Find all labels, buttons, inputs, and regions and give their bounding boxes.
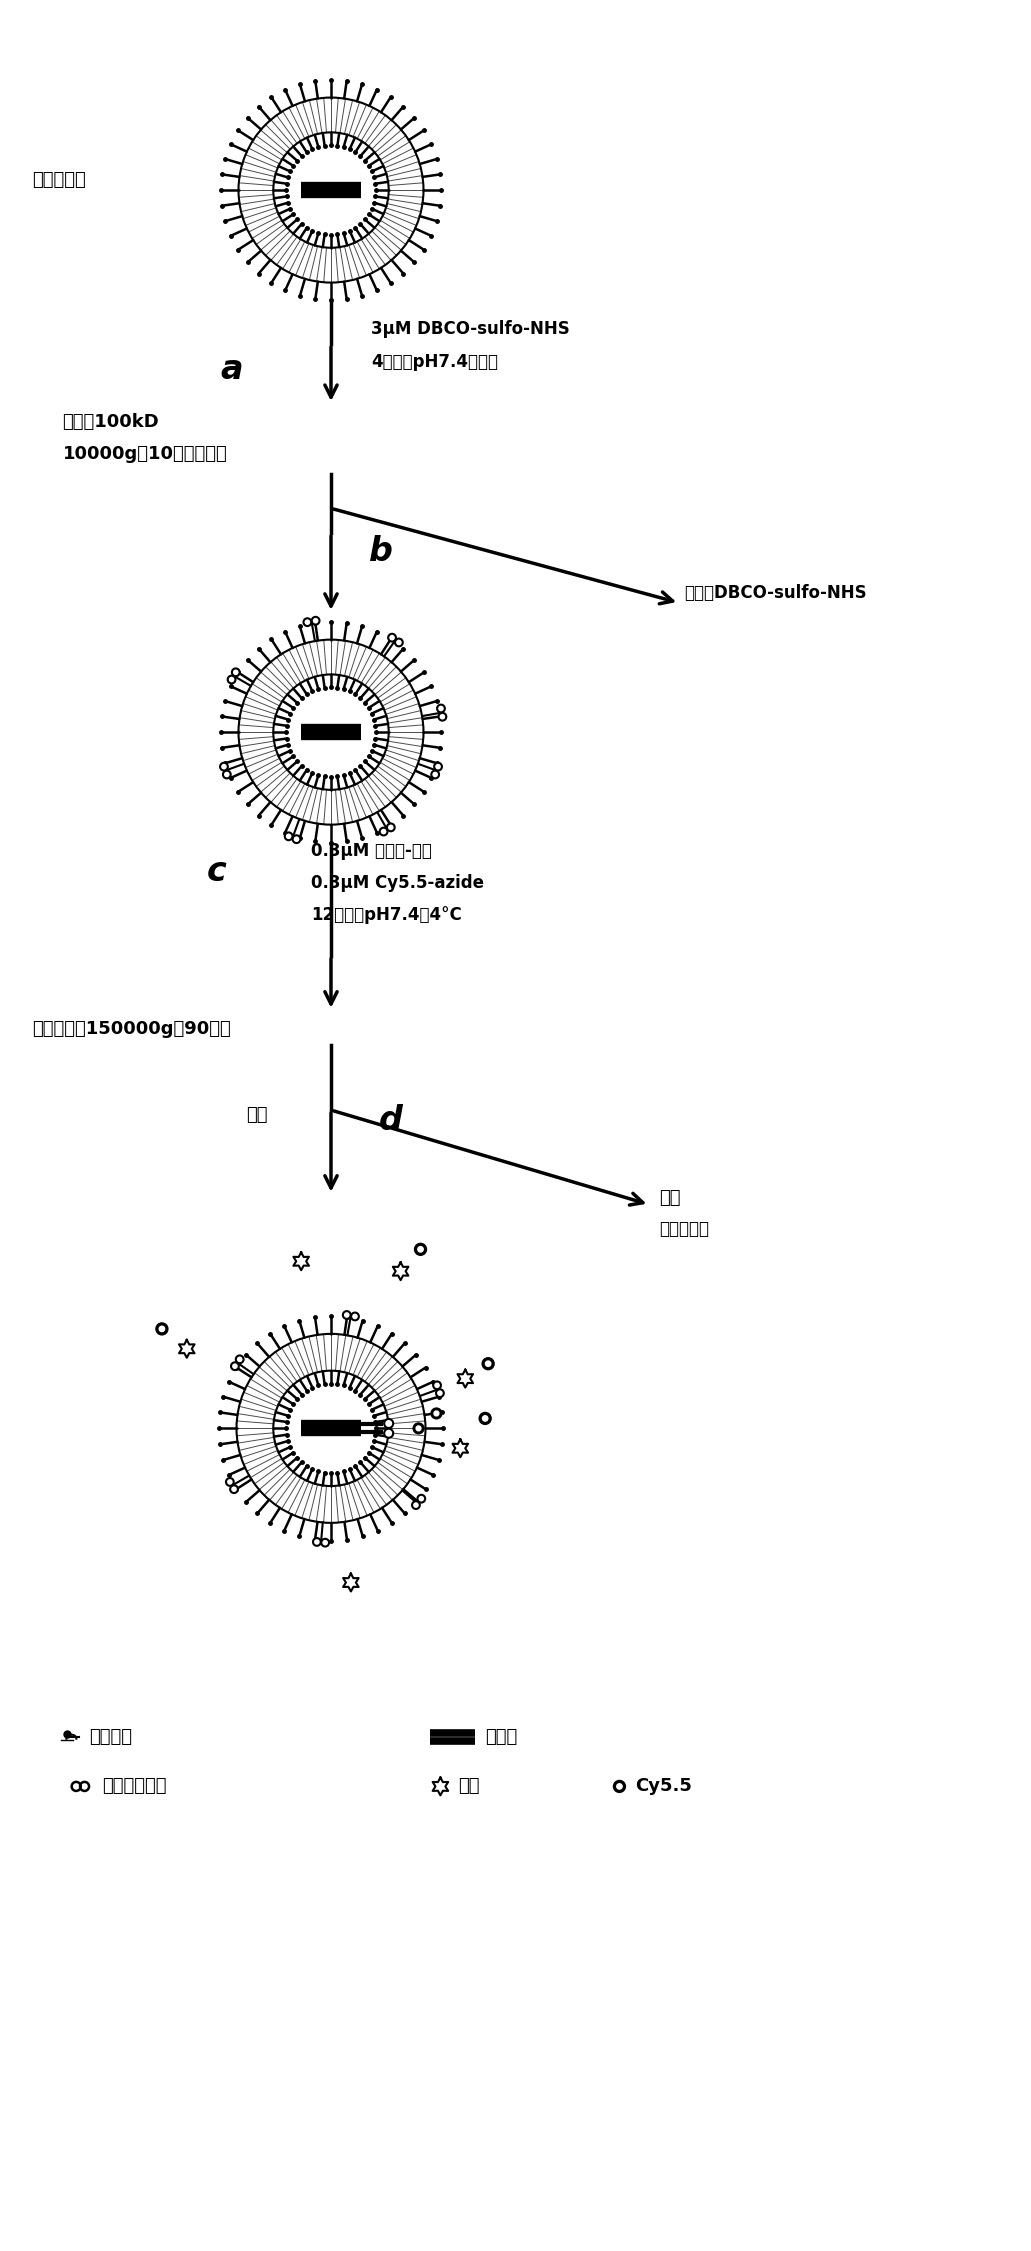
Text: 4小时，pH7.4，室温: 4小时，pH7.4，室温	[371, 353, 498, 371]
Circle shape	[226, 1479, 233, 1486]
Text: 上清: 上清	[659, 1189, 680, 1207]
Circle shape	[434, 763, 441, 770]
Circle shape	[231, 1486, 237, 1492]
Text: Cy5.5: Cy5.5	[635, 1778, 692, 1796]
Circle shape	[238, 97, 424, 284]
Text: 游离的DBCO-sulfo-NHS: 游离的DBCO-sulfo-NHS	[685, 583, 867, 601]
Text: 超滤，100kD: 超滤，100kD	[63, 412, 159, 430]
Circle shape	[221, 763, 228, 770]
Text: 0.3μM 叠氮基-多肽: 0.3μM 叠氮基-多肽	[311, 842, 432, 860]
Text: 二苯基环辛巬: 二苯基环辛巬	[102, 1778, 167, 1796]
Polygon shape	[294, 1252, 309, 1270]
Text: b: b	[369, 533, 393, 567]
Polygon shape	[433, 1778, 448, 1796]
Circle shape	[274, 133, 388, 248]
Circle shape	[617, 1783, 622, 1790]
Circle shape	[431, 1409, 442, 1418]
Circle shape	[439, 714, 446, 720]
Circle shape	[412, 1501, 420, 1508]
Circle shape	[417, 1425, 421, 1432]
Circle shape	[380, 828, 388, 835]
Polygon shape	[343, 1573, 359, 1591]
Circle shape	[231, 1362, 238, 1371]
Text: 游离的配体: 游离的配体	[659, 1220, 709, 1238]
Text: 10000g，10分钟，三次: 10000g，10分钟，三次	[63, 446, 227, 464]
Circle shape	[432, 770, 439, 779]
Circle shape	[436, 1389, 443, 1396]
Text: 细胞微囊泡: 细胞微囊泡	[33, 171, 87, 189]
Polygon shape	[458, 1369, 473, 1387]
Circle shape	[613, 1781, 626, 1792]
Text: c: c	[207, 855, 227, 887]
Text: d: d	[378, 1103, 403, 1137]
Circle shape	[236, 1335, 426, 1524]
Text: 3μM DBCO-sulfo-NHS: 3μM DBCO-sulfo-NHS	[371, 320, 569, 338]
Text: 0.3μM Cy5.5-azide: 0.3μM Cy5.5-azide	[311, 873, 485, 891]
Circle shape	[159, 1326, 165, 1333]
Circle shape	[434, 1411, 439, 1416]
Circle shape	[312, 617, 320, 624]
Circle shape	[414, 1243, 427, 1256]
Circle shape	[389, 635, 396, 642]
Text: 沉淠: 沉淠	[245, 1105, 267, 1123]
Text: 多肽: 多肽	[459, 1778, 479, 1796]
Circle shape	[274, 675, 388, 788]
Circle shape	[413, 1423, 424, 1434]
Circle shape	[293, 835, 300, 842]
Circle shape	[313, 1537, 321, 1546]
Circle shape	[156, 1324, 168, 1335]
Polygon shape	[179, 1339, 195, 1357]
Circle shape	[224, 770, 230, 779]
Circle shape	[479, 1411, 491, 1425]
Circle shape	[352, 1312, 359, 1319]
Text: 12小时，pH7.4，4°C: 12小时，pH7.4，4°C	[311, 907, 462, 925]
Text: 超速离心，150000g，90分钟: 超速离心，150000g，90分钟	[33, 1020, 231, 1038]
Circle shape	[418, 1495, 425, 1501]
Circle shape	[395, 639, 402, 646]
Text: a: a	[221, 353, 242, 385]
Circle shape	[483, 1357, 494, 1369]
Circle shape	[285, 833, 292, 840]
Circle shape	[418, 1247, 423, 1252]
Polygon shape	[453, 1438, 468, 1456]
Circle shape	[238, 639, 424, 824]
Circle shape	[343, 1312, 351, 1319]
Circle shape	[274, 1371, 388, 1486]
Circle shape	[385, 1429, 393, 1438]
Circle shape	[483, 1416, 488, 1420]
Circle shape	[433, 1382, 440, 1389]
Polygon shape	[393, 1263, 408, 1281]
Circle shape	[228, 675, 235, 682]
Circle shape	[232, 669, 239, 675]
Text: 蛋白质: 蛋白质	[486, 1729, 518, 1747]
Circle shape	[437, 705, 444, 711]
Circle shape	[388, 824, 395, 831]
Text: 脂质分子: 脂质分子	[90, 1729, 132, 1747]
Circle shape	[385, 1420, 393, 1427]
Circle shape	[322, 1540, 329, 1546]
Circle shape	[486, 1362, 491, 1366]
Circle shape	[304, 619, 311, 626]
Circle shape	[236, 1355, 243, 1362]
